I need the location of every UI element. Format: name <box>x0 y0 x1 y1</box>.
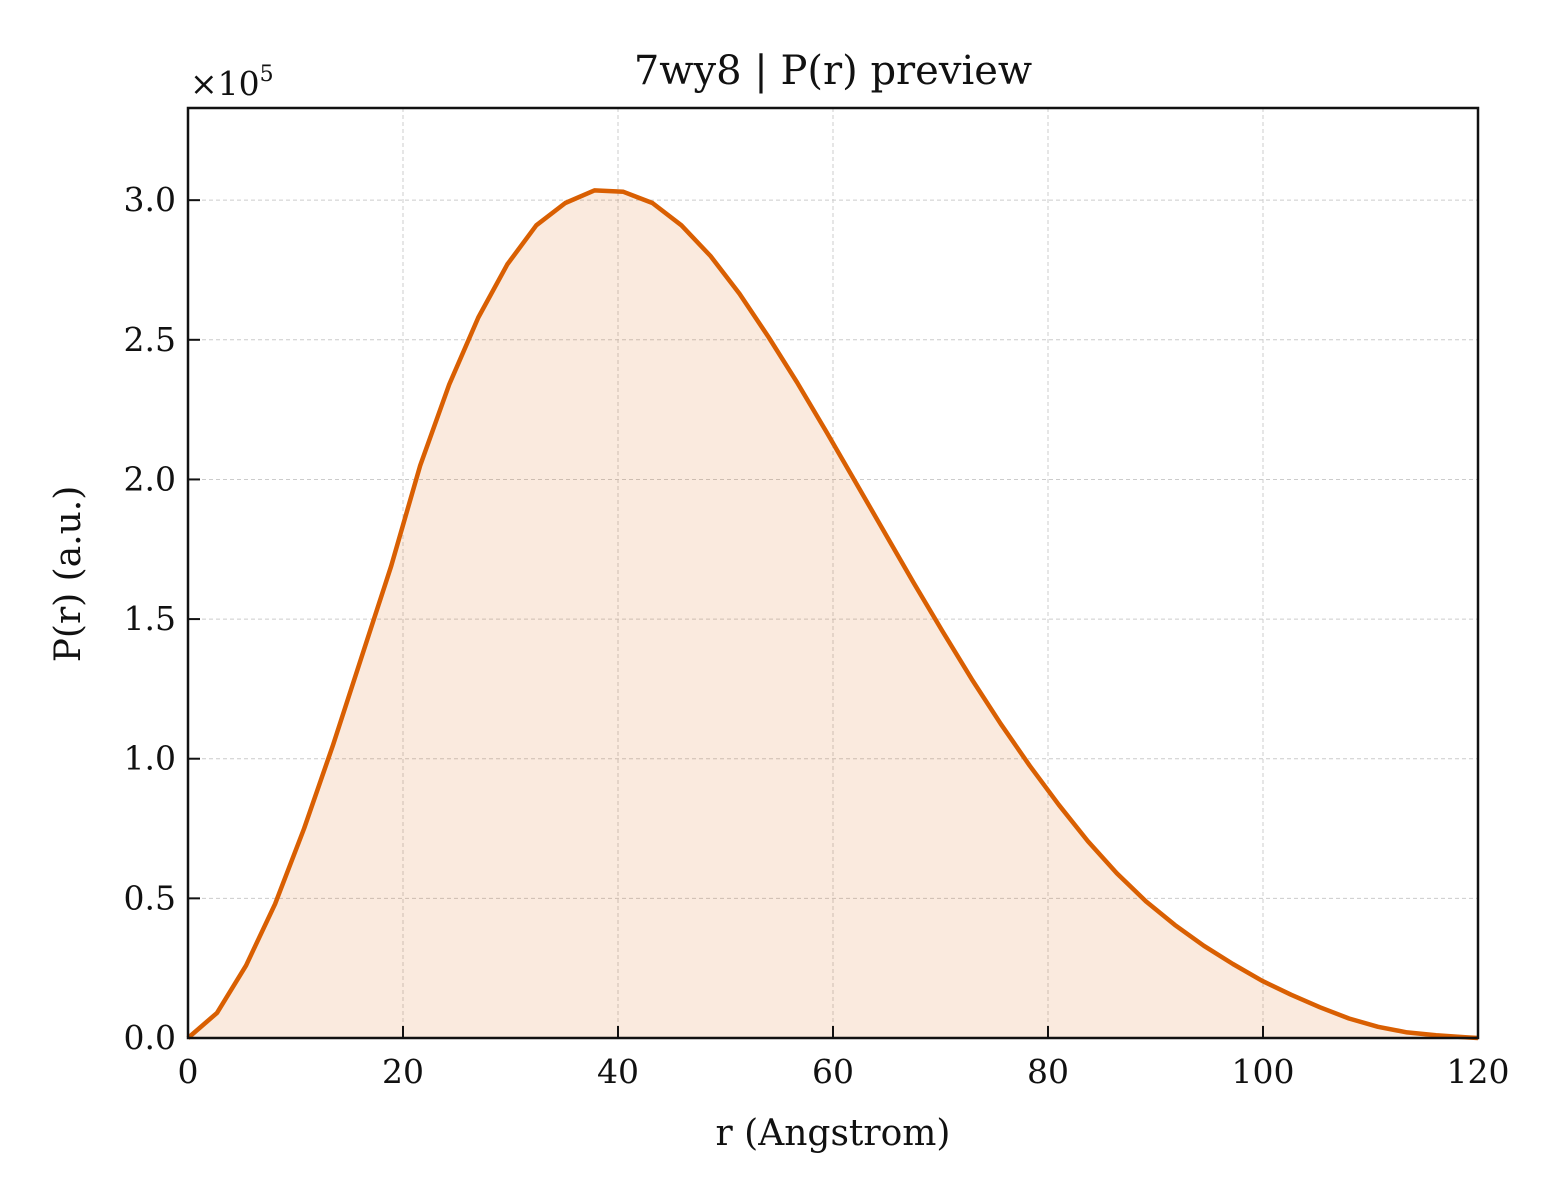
x-axis-label: r (Angstrom) <box>716 1113 951 1154</box>
pr-area-fill <box>188 190 1478 1038</box>
y-scale-multiplier: ×105 <box>190 62 274 103</box>
x-tick-label: 80 <box>1027 1052 1069 1091</box>
y-tick-label: 1.0 <box>124 739 176 778</box>
pr-series-line <box>186 188 1479 1041</box>
chart-title: 7wy8 | P(r) preview <box>634 48 1032 94</box>
y-scale-exponent: 5 <box>260 62 274 87</box>
x-tick-label: 20 <box>382 1052 424 1091</box>
x-tick-label: 40 <box>597 1052 639 1091</box>
y-axis-label: P(r) (a.u.) <box>48 486 89 663</box>
y-scale-base: ×10 <box>190 64 260 103</box>
y-tick-label: 1.5 <box>124 599 176 638</box>
x-tick-label: 60 <box>812 1052 854 1091</box>
y-tick-label: 2.5 <box>124 320 176 359</box>
y-tick-label: 0.5 <box>124 878 176 917</box>
x-tick-label: 100 <box>1232 1052 1295 1091</box>
x-tick-label: 0 <box>178 1052 199 1091</box>
y-tick-label: 3.0 <box>124 180 176 219</box>
axis-tick-labels: 0 20 40 60 80 100 120 0.0 0.5 1.0 1.5 2.0 2.5 3.0 <box>124 180 1510 1091</box>
y-tick-label: 0.0 <box>124 1018 176 1057</box>
axis-ticks <box>187 199 1479 1039</box>
y-tick-label: 2.0 <box>124 459 176 498</box>
x-tick-label: 120 <box>1447 1052 1510 1091</box>
grid-lines <box>188 108 1478 1038</box>
